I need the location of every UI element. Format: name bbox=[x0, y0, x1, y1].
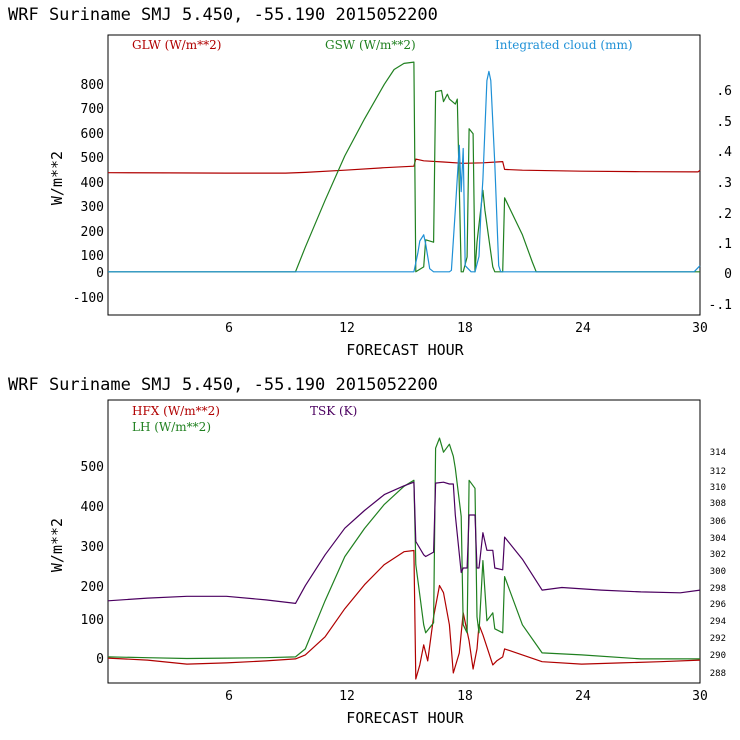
top-y-axis-label: W/m**2 bbox=[48, 151, 66, 205]
bottom-chart: WRF Suriname SMJ 5.450, -55.190 20150522… bbox=[8, 375, 726, 727]
top-y2tick-0: 0 bbox=[724, 267, 732, 282]
bottom-y2tick-300: 300 bbox=[710, 567, 726, 577]
bottom-y2tick-304: 304 bbox=[710, 534, 726, 544]
bottom-series-line-tsk bbox=[107, 481, 701, 605]
bottom-series-line-hfx bbox=[107, 549, 701, 680]
top-y2tick-0.2: .2 bbox=[716, 207, 732, 222]
top-chart: WRF Suriname SMJ 5.450, -55.190 20150522… bbox=[8, 5, 732, 359]
bottom-xtick-6: 6 bbox=[225, 689, 233, 704]
bottom-y-ticks: 500 400 300 200 100 0 bbox=[81, 460, 104, 667]
bottom-y2tick-292: 292 bbox=[710, 634, 726, 644]
bottom-legend-hfx: HFX (W/m**2) bbox=[132, 404, 220, 418]
top-x-ticks: 6 12 18 24 30 bbox=[225, 321, 708, 336]
bottom-x-ticks: 6 12 18 24 30 bbox=[225, 689, 708, 704]
bottom-series-line-lh bbox=[107, 437, 700, 660]
bottom-y2tick-296: 296 bbox=[710, 600, 726, 610]
top-ytick-100: 100 bbox=[81, 249, 104, 264]
top-ytick-300: 300 bbox=[81, 200, 104, 215]
top-y2tick-0.5: .5 bbox=[716, 115, 732, 130]
bottom-ytick-100: 100 bbox=[81, 613, 104, 628]
bottom-y2tick-288: 288 bbox=[710, 669, 726, 679]
bottom-y2tick-298: 298 bbox=[710, 584, 726, 594]
top-series-line-integrated bbox=[108, 70, 701, 273]
bottom-legend-tsk: TSK (K) bbox=[310, 404, 357, 418]
bottom-y2tick-308: 308 bbox=[710, 499, 726, 509]
bottom-xtick-30: 30 bbox=[692, 689, 708, 704]
top-legend-glw: GLW (W/m**2) bbox=[132, 38, 221, 52]
bottom-y2tick-290: 290 bbox=[710, 651, 726, 661]
top-series-line-glw bbox=[107, 158, 701, 174]
top-series-line-gsw bbox=[108, 61, 700, 273]
bottom-y-axis-label: W/m**2 bbox=[48, 518, 66, 572]
top-legend-gsw: GSW (W/m**2) bbox=[325, 38, 416, 52]
bottom-y2-ticks: 314 312 310 308 306 304 302 300 298 296 … bbox=[710, 448, 726, 679]
bottom-y2tick-310: 310 bbox=[710, 483, 726, 493]
bottom-ytick-500: 500 bbox=[81, 460, 104, 475]
top-ytick-700: 700 bbox=[81, 102, 104, 117]
top-y2tick-0.3: .3 bbox=[716, 176, 732, 191]
top-xtick-12: 12 bbox=[339, 321, 355, 336]
top-y2tick-0.6: .6 bbox=[716, 84, 732, 99]
bottom-x-axis-label: FORECAST HOUR bbox=[346, 709, 464, 727]
top-series-lines bbox=[107, 61, 701, 273]
bottom-series-lines bbox=[107, 437, 701, 680]
bottom-y2tick-294: 294 bbox=[710, 617, 726, 627]
top-ytick-500: 500 bbox=[81, 151, 104, 166]
bottom-xtick-12: 12 bbox=[339, 689, 355, 704]
top-x-axis-label: FORECAST HOUR bbox=[346, 341, 464, 359]
top-ytick-600: 600 bbox=[81, 127, 104, 142]
bottom-ytick-300: 300 bbox=[81, 540, 104, 555]
top-xtick-24: 24 bbox=[575, 321, 591, 336]
top-xtick-18: 18 bbox=[457, 321, 473, 336]
top-y2tick-neg0.1: -.1 bbox=[709, 298, 732, 313]
top-y2tick-0.1: .1 bbox=[716, 237, 732, 252]
bottom-chart-title: WRF Suriname SMJ 5.450, -55.190 20150522… bbox=[8, 375, 438, 395]
top-ytick-400: 400 bbox=[81, 176, 104, 191]
top-chart-title: WRF Suriname SMJ 5.450, -55.190 20150522… bbox=[8, 5, 438, 25]
bottom-xtick-24: 24 bbox=[575, 689, 591, 704]
top-legend-cloud: Integrated cloud (mm) bbox=[495, 38, 633, 52]
bottom-xtick-18: 18 bbox=[457, 689, 473, 704]
bottom-ytick-400: 400 bbox=[81, 500, 104, 515]
top-chart-frame bbox=[107, 34, 701, 316]
top-xtick-6: 6 bbox=[225, 321, 233, 336]
bottom-y2tick-306: 306 bbox=[710, 517, 726, 527]
bottom-legend-lh: LH (W/m**2) bbox=[132, 420, 211, 434]
bottom-ytick-0: 0 bbox=[96, 652, 104, 667]
top-ytick-neg100: -100 bbox=[73, 291, 104, 306]
bottom-y2tick-314: 314 bbox=[710, 448, 726, 458]
bottom-ytick-200: 200 bbox=[81, 580, 104, 595]
top-xtick-30: 30 bbox=[692, 321, 708, 336]
bottom-chart-frame bbox=[107, 399, 701, 684]
top-y2-ticks: .6 .5 .4 .3 .2 .1 0 -.1 bbox=[709, 84, 733, 313]
top-ytick-200: 200 bbox=[81, 225, 104, 240]
top-y2tick-0.4: .4 bbox=[716, 145, 732, 160]
bottom-y2tick-302: 302 bbox=[710, 550, 726, 560]
top-ytick-800: 800 bbox=[81, 78, 104, 93]
top-y-ticks: 800 700 600 500 400 300 200 100 0 -100 bbox=[73, 78, 104, 306]
bottom-y2tick-312: 312 bbox=[710, 467, 726, 477]
top-ytick-0: 0 bbox=[96, 266, 104, 281]
